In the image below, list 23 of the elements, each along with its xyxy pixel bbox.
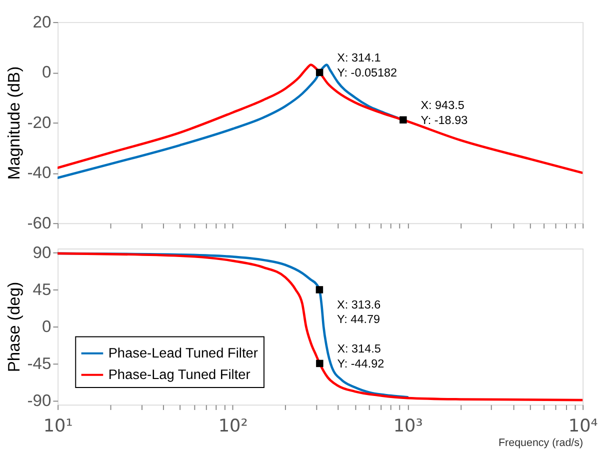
annotation: X: 314.1 Y: -0.05182: [337, 52, 398, 80]
y-axis-title: Phase (deg): [4, 282, 24, 372]
y-tick-label: 0: [42, 316, 52, 336]
x-tick-label: 10¹: [43, 416, 73, 436]
legend-label: Phase-Lead Tuned Filter: [108, 345, 258, 360]
x-tick-label: 10²: [218, 416, 248, 436]
legend-label: Phase-Lag Tuned Filter: [108, 366, 251, 382]
y-tick-label: -20: [27, 112, 52, 132]
y-tick-label: -40: [27, 163, 52, 182]
annotation: X: 314.5 Y: -44.92: [337, 342, 384, 370]
y-tick-label: -45: [27, 354, 52, 373]
annotation: X: 943.5 Y: -18.93: [420, 99, 468, 127]
y-tick-label: 20: [32, 12, 52, 32]
y-tick-label: 45: [32, 280, 52, 299]
y-tick-label: 90: [32, 242, 52, 262]
annotation: X: 313.6 Y: 44.79: [337, 298, 381, 326]
y-tick-label: -60: [27, 213, 52, 232]
x-tick-label: 10³: [393, 416, 423, 436]
y-tick-label: 0: [42, 62, 52, 82]
y-axis-title: Magnitude (dB): [4, 66, 24, 180]
y-tick-label: -90: [27, 390, 52, 410]
x-axis-title: Frequency (rad/s): [498, 437, 584, 450]
x-tick-label: 10⁴: [568, 416, 598, 436]
